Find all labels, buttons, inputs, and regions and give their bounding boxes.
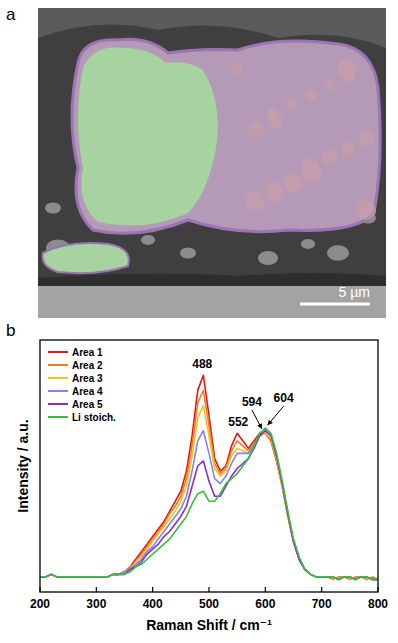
spectrum-line — [40, 406, 378, 580]
plot-frame — [40, 340, 378, 592]
sem-particle — [301, 239, 315, 249]
sem-image: 5 µm — [38, 8, 386, 318]
sem-particle — [180, 247, 196, 258]
legend-swatch — [48, 377, 68, 379]
spectrum-line — [40, 375, 378, 579]
y-axis-title: Intensity / a.u. — [15, 419, 31, 512]
spectrum-line — [40, 431, 378, 580]
sem-particle-phase-1 — [78, 47, 218, 225]
peak-label: 604 — [274, 391, 294, 405]
x-tick — [265, 587, 266, 592]
sem-texture — [267, 107, 279, 119]
x-tick — [96, 587, 97, 592]
scale-bar-label: 5 µm — [339, 284, 370, 300]
peak-arrow — [252, 410, 262, 429]
sem-texture — [248, 122, 264, 138]
legend-swatch — [48, 403, 68, 405]
panel-letter: a — [6, 5, 16, 24]
peak-label: 594 — [242, 395, 262, 409]
legend-label: Li stoich. — [72, 412, 116, 423]
sem-gap — [38, 273, 386, 286]
x-tick — [321, 587, 322, 592]
x-tick-label: 700 — [312, 597, 332, 611]
legend-label: Area 2 — [72, 360, 103, 371]
x-tick — [152, 587, 153, 592]
peak-label: 552 — [228, 415, 248, 429]
sem-particle-phase-2 — [72, 39, 380, 233]
sem-texture — [286, 98, 298, 110]
sem-particle — [45, 202, 61, 213]
series-group — [40, 375, 378, 579]
figure: 5 µm a b 200 300 400 500 600 700 800 Raman Shift /… — [0, 0, 398, 643]
sem-texture — [340, 140, 356, 156]
spectrum-line — [40, 428, 378, 579]
x-tick-label: 600 — [255, 597, 275, 611]
x-tick-label: 800 — [368, 597, 388, 611]
spectrum-line — [40, 431, 378, 580]
x-tick-label: 400 — [143, 597, 163, 611]
spectrum-line — [40, 390, 378, 579]
peak-arrowhead — [268, 420, 273, 425]
legend: Area 1 Area 2 Area 3 Area 4 Area 5 Li stoich. — [48, 347, 116, 423]
sem-background — [38, 8, 386, 318]
sem-content — [38, 8, 386, 318]
legend-swatch — [48, 390, 68, 392]
x-tick-label: 200 — [30, 597, 50, 611]
x-tick-label: 500 — [199, 597, 219, 611]
legend-label: Area 3 — [72, 373, 103, 384]
sem-texture — [283, 173, 303, 193]
sem-substrate — [38, 284, 386, 318]
sem-particle — [327, 245, 349, 260]
scale-bar — [300, 303, 370, 306]
sem-texture — [245, 191, 265, 211]
sem-texture — [264, 182, 284, 202]
x-tick — [208, 587, 209, 592]
sem-texture — [321, 149, 337, 165]
sem-texture — [356, 200, 376, 220]
legend-label: Area 1 — [72, 347, 103, 358]
sem-particle — [258, 251, 278, 265]
sem-particle — [141, 235, 155, 245]
peak-label: 488 — [192, 357, 212, 371]
x-tick-label: 300 — [86, 597, 106, 611]
peak-arrowhead — [257, 423, 262, 429]
sem-small-grain — [43, 243, 129, 273]
sem-texture — [232, 62, 244, 74]
legend-swatch — [48, 416, 68, 418]
legend-label: Area 5 — [72, 399, 103, 410]
sem-texture — [337, 59, 357, 79]
sem-texture — [305, 89, 317, 101]
panel-letter: b — [6, 321, 15, 340]
sem-texture — [324, 80, 336, 92]
x-axis-title: Raman Shift / cm⁻¹ — [146, 617, 272, 633]
sem-texture — [359, 131, 375, 147]
legend-label: Area 4 — [72, 386, 103, 397]
x-tick — [39, 587, 40, 592]
legend-swatch — [48, 351, 68, 353]
peak-arrow — [268, 406, 284, 425]
legend-swatch — [48, 364, 68, 366]
sem-texture — [302, 158, 318, 174]
x-tick — [377, 587, 378, 592]
